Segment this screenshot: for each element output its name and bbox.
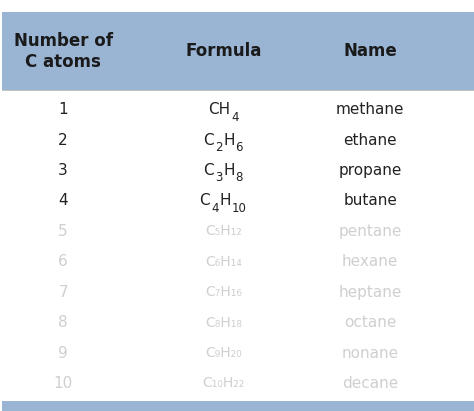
Text: C₁₀H₂₂: C₁₀H₂₂	[202, 376, 245, 390]
Text: 9: 9	[58, 346, 68, 360]
FancyBboxPatch shape	[2, 12, 474, 90]
Text: ethane: ethane	[343, 133, 397, 148]
Text: H: H	[224, 133, 235, 148]
Text: 10: 10	[54, 376, 73, 391]
Text: 6: 6	[236, 141, 243, 154]
Text: 4: 4	[211, 202, 219, 215]
Text: 10: 10	[231, 202, 246, 215]
Text: butane: butane	[343, 194, 397, 208]
Text: 1: 1	[58, 102, 68, 117]
Text: 8: 8	[236, 171, 243, 185]
Text: hexane: hexane	[342, 254, 398, 269]
Text: C₆H₁₄: C₆H₁₄	[205, 255, 242, 269]
Text: H: H	[219, 194, 231, 208]
Text: C₉H₂₀: C₉H₂₀	[205, 346, 242, 360]
FancyBboxPatch shape	[2, 216, 474, 399]
Text: 4: 4	[231, 111, 239, 124]
Text: 6: 6	[58, 254, 68, 269]
Text: octane: octane	[344, 315, 396, 330]
Text: 2: 2	[58, 133, 68, 148]
Text: 7: 7	[58, 285, 68, 300]
Text: methane: methane	[336, 102, 404, 117]
Text: pentane: pentane	[338, 224, 402, 239]
Text: 3: 3	[215, 171, 223, 185]
Text: heptane: heptane	[338, 285, 402, 300]
Text: 3: 3	[58, 163, 68, 178]
Text: nonane: nonane	[342, 346, 399, 360]
Text: propane: propane	[338, 163, 402, 178]
Text: decane: decane	[342, 376, 398, 391]
Text: H: H	[224, 163, 235, 178]
Text: Name: Name	[343, 42, 397, 60]
Text: 8: 8	[58, 315, 68, 330]
FancyBboxPatch shape	[2, 401, 474, 411]
Text: C₇H₁₆: C₇H₁₆	[205, 285, 242, 299]
Text: C₈H₁₈: C₈H₁₈	[205, 316, 242, 330]
Text: C: C	[199, 194, 210, 208]
Text: Formula: Formula	[185, 42, 262, 60]
Text: 4: 4	[58, 194, 68, 208]
Text: 5: 5	[58, 224, 68, 239]
Text: C: C	[203, 133, 214, 148]
Text: C₅H₁₂: C₅H₁₂	[205, 224, 242, 238]
Text: Number of
C atoms: Number of C atoms	[14, 32, 113, 71]
Text: CH: CH	[208, 102, 230, 117]
Text: C: C	[203, 163, 214, 178]
Text: 2: 2	[215, 141, 223, 154]
